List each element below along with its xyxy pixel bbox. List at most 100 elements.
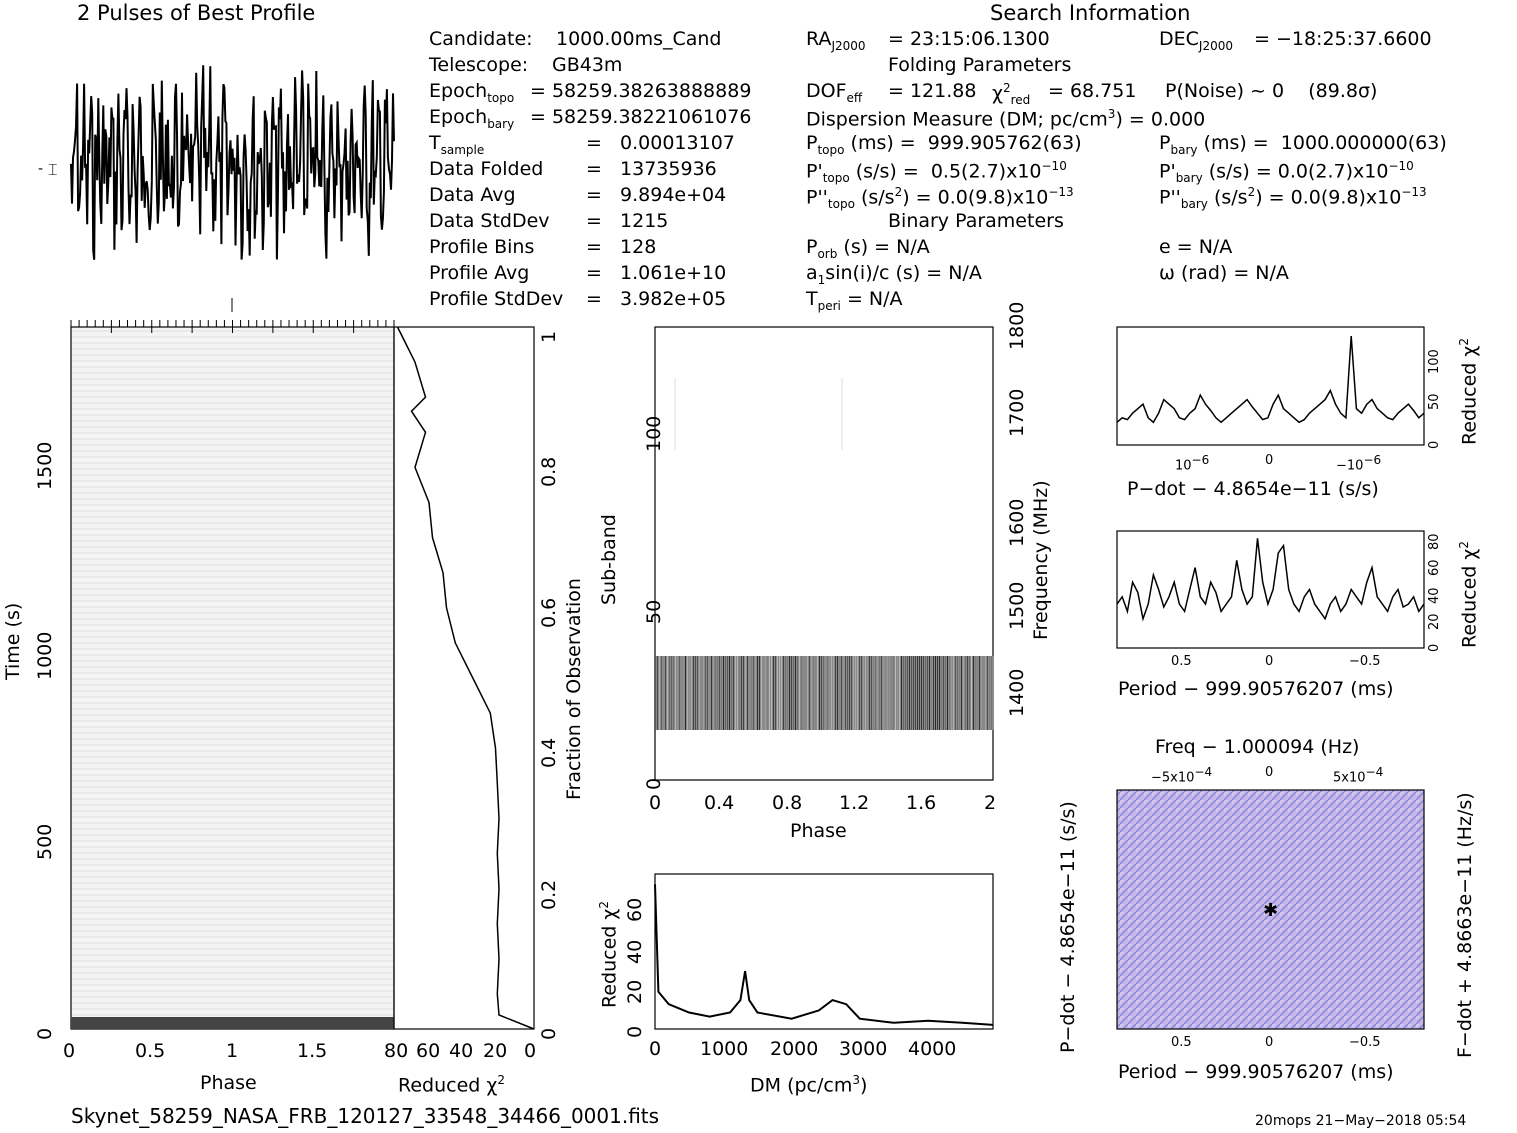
subband-stripe (987, 656, 988, 730)
subband-stripe (715, 656, 716, 730)
period-ytick-4: 80 (1427, 533, 1442, 550)
subband-stripe (733, 656, 734, 730)
prof-std-value: = 3.982e+05 (586, 288, 727, 310)
sb-y2tick-1: 1500 (1006, 581, 1028, 630)
dm-xtick-1: 1000 (700, 1038, 749, 1060)
subband-stripe (795, 656, 796, 730)
subband-stripe (745, 656, 746, 730)
subband-stripes (655, 656, 994, 730)
subband-stripe (687, 656, 688, 730)
pdot-ytick-2: 100 (1427, 349, 1442, 374)
tp-ytick-1: 500 (34, 823, 56, 860)
subband-stripe (785, 656, 786, 730)
subband-stripe (935, 656, 936, 730)
subband-stripe (943, 656, 944, 730)
subband-stripe (897, 656, 898, 730)
sb-xtick-0: 0 (649, 792, 662, 814)
subband-stripe (815, 656, 816, 730)
subband-stripe (665, 656, 666, 730)
epoch-topo-value: = 58259.38263888889 (530, 80, 752, 102)
subband-stripe (823, 656, 824, 730)
subband-stripe (909, 656, 910, 730)
ct-xtick-3: 20 (483, 1040, 508, 1062)
p-orb: Porb (s) = N/A (806, 236, 930, 261)
omega-value: ω (rad) = N/A (1159, 262, 1289, 284)
folding-title: Folding Parameters (888, 54, 1072, 76)
subband-stripe (809, 656, 810, 730)
map-x2tick-2: 5x10−4 (1333, 765, 1384, 786)
pnoise-value: P(Noise) ~ 0 (89.8σ) (1165, 80, 1378, 102)
subband-stripe (685, 656, 686, 730)
data-avg-label: Data Avg (429, 184, 516, 206)
dm-xtick-0: 0 (649, 1038, 662, 1060)
map-xtick-1: 0 (1265, 1035, 1274, 1050)
subband-stripe (889, 656, 890, 730)
time-phase-ylabel: Time (s) (2, 602, 24, 680)
subband-stripe (717, 656, 718, 730)
period-chi2-plot (1116, 530, 1425, 649)
time-phase-heatmap (70, 320, 395, 1030)
tp-xtick-0: 0 (63, 1040, 76, 1062)
dm-chi2-plot (654, 873, 994, 1030)
map-y2label: F−dot + 4.8663e−11 (Hz/s) (1454, 792, 1476, 1058)
pdot-chi2-plot (1116, 326, 1425, 446)
subband-stripe (693, 656, 694, 730)
data-folded-value: = 13735936 (586, 158, 717, 180)
epoch-topo-label: Epochtopo (429, 80, 515, 105)
subband-stripe (671, 656, 672, 730)
sb-xtick-4: 1.6 (906, 792, 937, 814)
prof-std-label: Profile StdDev (429, 288, 564, 310)
dec-label: DECJ2000 (1159, 28, 1233, 53)
subband-stripe (973, 656, 974, 730)
sb-ytick-0: 0 (643, 777, 665, 790)
map-x2tick-1: 0 (1265, 765, 1274, 780)
subband-stripe (677, 656, 678, 730)
period-ytick-1: 20 (1427, 613, 1442, 630)
subband-stripe (985, 656, 986, 730)
subband-stripe (977, 656, 978, 730)
subband-stripe (937, 656, 938, 730)
subband-stripe (821, 656, 822, 730)
data-std-label: Data StdDev (429, 210, 550, 232)
t-sample-label: Tsample (429, 132, 485, 157)
ct-ytick-2: 0.4 (538, 737, 560, 768)
subband-stripe (783, 656, 784, 730)
profile-title: 2 Pulses of Best Profile (77, 1, 316, 25)
prof-bins-value: = 128 (586, 236, 657, 258)
pdot-chi2-line (1116, 336, 1425, 424)
subband-stripe (763, 656, 764, 730)
t-peri: Tperi = N/A (806, 288, 903, 313)
subband-stripe (963, 656, 964, 730)
subband-stripe (967, 656, 968, 730)
dm-ytick-1: 20 (624, 979, 646, 1004)
period-xtick-1: 0 (1265, 654, 1274, 669)
data-std-value: = 1215 (586, 210, 669, 232)
subband-stripe (689, 656, 690, 730)
subband-stripe (723, 656, 724, 730)
subband-stripe (887, 656, 888, 730)
subband-phase-heatmap (654, 326, 994, 781)
subband-stripe (709, 656, 710, 730)
subband-stripe (885, 656, 886, 730)
subband-stripe (807, 656, 808, 730)
subband-stripe (793, 656, 794, 730)
subband-stripe (847, 656, 848, 730)
tp-ytick-0: 0 (34, 1027, 56, 1040)
subband-stripe (911, 656, 912, 730)
subband-stripe (899, 656, 900, 730)
subband-stripe (811, 656, 812, 730)
subband-stripe (779, 656, 780, 730)
subband-stripe (983, 656, 984, 730)
subband-stripe (955, 656, 956, 730)
subband-stripe (949, 656, 950, 730)
subband-stripe (989, 656, 990, 730)
tp-ytick-3: 1500 (34, 441, 56, 490)
pdot-topo: P'topo (s/s) = 0.5(2.7)x10−10 (806, 159, 1067, 186)
subband-stripe (871, 656, 872, 730)
subband-stripe (713, 656, 714, 730)
subband-stripe (931, 656, 932, 730)
pdot-ytick-0: 0 (1427, 440, 1442, 449)
map-title: Freq − 1.000094 (Hz) (1155, 736, 1360, 758)
ct-xtick-0: 80 (384, 1040, 409, 1062)
